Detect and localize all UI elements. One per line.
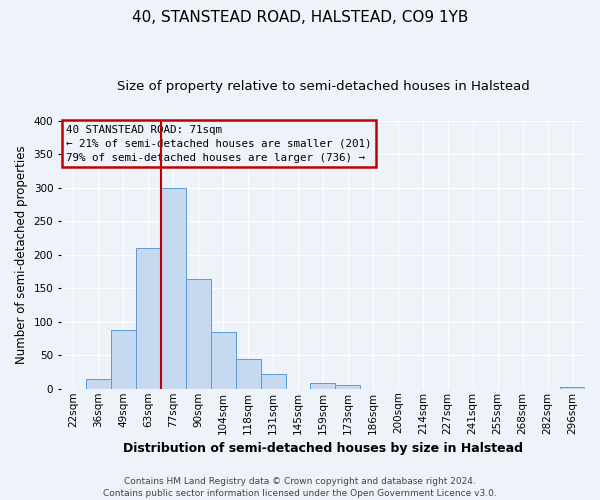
- Bar: [260, 374, 286, 389]
- X-axis label: Distribution of semi-detached houses by size in Halstead: Distribution of semi-detached houses by …: [123, 442, 523, 455]
- Bar: [161, 188, 186, 389]
- Y-axis label: Number of semi-detached properties: Number of semi-detached properties: [15, 146, 28, 364]
- Bar: [211, 332, 236, 389]
- Bar: [111, 330, 136, 389]
- Bar: [310, 382, 335, 389]
- Bar: [136, 248, 161, 389]
- Bar: [335, 386, 361, 389]
- Title: Size of property relative to semi-detached houses in Halstead: Size of property relative to semi-detach…: [116, 80, 529, 93]
- Bar: [86, 378, 111, 389]
- Text: 40, STANSTEAD ROAD, HALSTEAD, CO9 1YB: 40, STANSTEAD ROAD, HALSTEAD, CO9 1YB: [132, 10, 468, 25]
- Bar: [186, 280, 211, 389]
- Bar: [236, 358, 260, 389]
- Text: 40 STANSTEAD ROAD: 71sqm
← 21% of semi-detached houses are smaller (201)
79% of : 40 STANSTEAD ROAD: 71sqm ← 21% of semi-d…: [66, 124, 371, 162]
- Bar: [560, 387, 585, 389]
- Text: Contains HM Land Registry data © Crown copyright and database right 2024.
Contai: Contains HM Land Registry data © Crown c…: [103, 476, 497, 498]
